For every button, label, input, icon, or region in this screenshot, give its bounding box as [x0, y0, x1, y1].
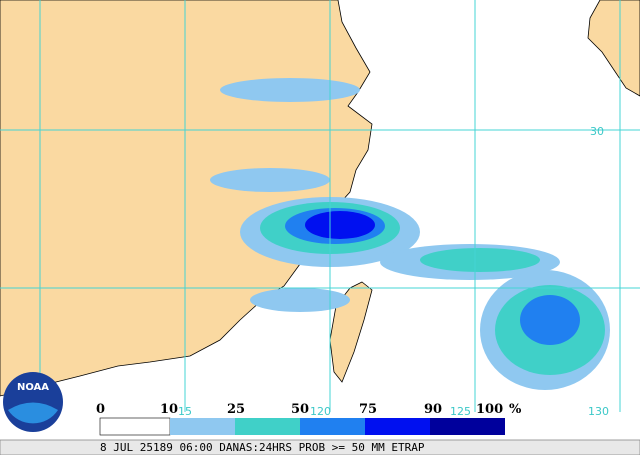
precip-area: [420, 248, 540, 272]
lon-label: 120: [310, 405, 331, 418]
lon-label: 125: [450, 405, 471, 418]
colorbar-label: 25: [227, 402, 245, 417]
colorbar-label: 0: [96, 402, 105, 417]
colorbar-label: 100: [476, 402, 503, 417]
colorbar-segment: [99, 417, 171, 436]
colorbar-label: 10: [160, 402, 178, 417]
colorbar-segment: [170, 418, 235, 435]
lon-label: 15: [178, 405, 192, 418]
lat-label: 30: [590, 125, 604, 138]
colorbar-label: 90: [424, 402, 442, 417]
precip: [210, 78, 610, 390]
colorbar-segment: [235, 418, 300, 435]
lon-label: 130: [588, 405, 609, 418]
colorbar-unit: %: [509, 402, 522, 417]
footer-text: 8 JUL 25189 06:00 DANAS:24HRS PROB >= 50…: [100, 441, 425, 454]
colorbar-segment: [365, 418, 430, 435]
footer-bar: [0, 439, 640, 455]
logo-wave: [8, 402, 58, 424]
kyushu: [587, 0, 640, 97]
precip-area: [250, 288, 350, 312]
colorbar-segment: [430, 418, 505, 435]
colorbar-label: 75: [359, 402, 377, 417]
precip-area: [305, 211, 375, 239]
colorbar-label: 50: [291, 402, 309, 417]
precip-area: [210, 168, 330, 192]
logo-text: NOAA: [17, 382, 49, 393]
colorbar-segment: [300, 418, 365, 435]
noaa-logo: NOAA: [3, 372, 63, 432]
grid: [0, 0, 640, 412]
precip-area: [220, 78, 360, 102]
precip-area: [520, 295, 580, 345]
colorbar: 0 10 25 50 75 90 100 %: [96, 402, 522, 436]
